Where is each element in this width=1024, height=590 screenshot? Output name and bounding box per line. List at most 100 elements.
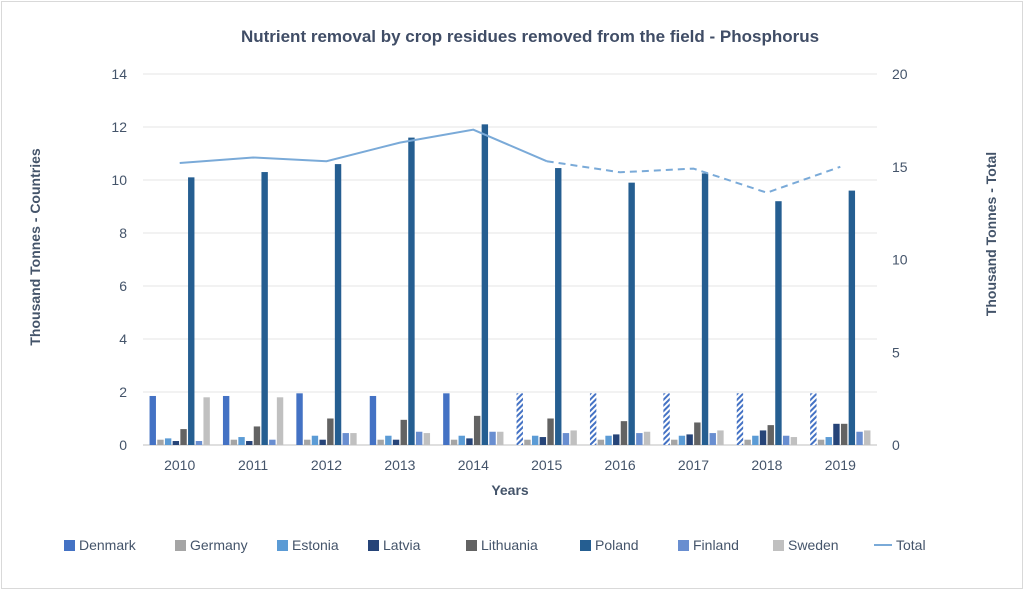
bar-sweden-2018 bbox=[790, 437, 798, 445]
bar-estonia-2015 bbox=[531, 435, 539, 445]
y-tick-label: 6 bbox=[119, 278, 127, 294]
bar-finland-2016 bbox=[636, 433, 643, 445]
x-tick-label: 2019 bbox=[825, 457, 856, 473]
bar-lithuania-2011 bbox=[253, 426, 261, 445]
bar-germany-2016 bbox=[597, 439, 605, 445]
bar-poland-2014 bbox=[481, 124, 489, 445]
bar-germany-2011 bbox=[230, 439, 238, 445]
bar-lithuania-2018 bbox=[767, 425, 774, 445]
bar-finland-2014 bbox=[489, 431, 496, 445]
bar-lithuania-2013 bbox=[400, 419, 407, 445]
bar-denmark-2010 bbox=[149, 395, 156, 445]
bar-denmark-2013 bbox=[369, 395, 377, 445]
bar-estonia-2013 bbox=[385, 435, 392, 445]
bar-sweden-2010 bbox=[203, 397, 210, 445]
bar-finland-2011 bbox=[269, 439, 276, 445]
bar-germany-2012 bbox=[304, 439, 311, 445]
bar-finland-2017 bbox=[709, 433, 716, 445]
bar-estonia-2019 bbox=[825, 437, 832, 445]
y2-tick-label: 20 bbox=[892, 66, 908, 82]
bar-estonia-2012 bbox=[311, 435, 319, 445]
legend-swatch-latvia bbox=[368, 540, 379, 551]
bar-lithuania-2014 bbox=[473, 415, 481, 445]
bar-latvia-2016 bbox=[613, 434, 620, 445]
bar-finland-2012 bbox=[342, 433, 349, 445]
x-axis-ticks: 2010 2011 2012 2013 2014 2015 2016 2017 2018 2019 bbox=[164, 457, 856, 473]
bar-denmark-2014 bbox=[443, 393, 450, 445]
bar-poland-2017 bbox=[701, 173, 709, 445]
bar-finland-2013 bbox=[415, 431, 423, 445]
x-tick-label: 2011 bbox=[238, 457, 268, 473]
legend: Denmark Germany Estonia Latvia Lithuania Pola… bbox=[64, 537, 926, 553]
gridlines bbox=[143, 73, 877, 446]
y-tick-label: 14 bbox=[111, 66, 127, 82]
bar-denmark-2011 bbox=[222, 395, 230, 445]
y-tick-label: 0 bbox=[119, 437, 127, 453]
x-tick-label: 2017 bbox=[678, 457, 709, 473]
bar-sweden-2017 bbox=[717, 430, 724, 445]
bar-estonia-2011 bbox=[238, 437, 245, 445]
bar-germany-2013 bbox=[377, 439, 384, 445]
legend-label-denmark: Denmark bbox=[79, 537, 137, 553]
bar-sweden-2014 bbox=[497, 431, 504, 445]
bar-estonia-2016 bbox=[605, 435, 612, 445]
y2-tick-label: 5 bbox=[892, 344, 900, 360]
bar-sweden-2019 bbox=[864, 430, 871, 445]
x-tick-label: 2012 bbox=[311, 457, 342, 473]
legend-swatch-estonia bbox=[277, 540, 288, 551]
bar-latvia-2010 bbox=[172, 441, 180, 445]
bar-latvia-2013 bbox=[392, 439, 400, 445]
bar-sweden-2016 bbox=[643, 431, 651, 445]
legend-label-lithuania: Lithuania bbox=[481, 537, 538, 553]
bar-estonia-2017 bbox=[678, 435, 686, 445]
legend-label-germany: Germany bbox=[190, 537, 248, 553]
bar-germany-2017 bbox=[671, 439, 678, 445]
bar-lithuania-2015 bbox=[547, 418, 554, 445]
bar-latvia-2017 bbox=[686, 434, 693, 445]
bar-denmark-2017 bbox=[663, 393, 670, 445]
x-tick-label: 2010 bbox=[164, 457, 195, 473]
bar-latvia-2012 bbox=[319, 439, 326, 445]
bar-poland-2018 bbox=[775, 201, 782, 445]
chart-title: Nutrient removal by crop residues remove… bbox=[241, 27, 819, 46]
bar-poland-2012 bbox=[334, 164, 342, 445]
bar-latvia-2015 bbox=[539, 437, 547, 445]
legend-swatch-sweden bbox=[773, 540, 784, 551]
y2-tick-label: 15 bbox=[892, 159, 908, 175]
bar-poland-2010 bbox=[188, 177, 195, 445]
bar-latvia-2018 bbox=[759, 430, 767, 445]
bar-poland-2011 bbox=[261, 172, 268, 446]
bar-finland-2019 bbox=[856, 431, 863, 445]
x-tick-label: 2016 bbox=[605, 457, 636, 473]
bar-denmark-2016 bbox=[589, 393, 597, 445]
bar-estonia-2010 bbox=[164, 438, 172, 445]
y-tick-label: 10 bbox=[111, 172, 127, 188]
bar-lithuania-2012 bbox=[327, 418, 334, 445]
bar-denmark-2019 bbox=[810, 393, 817, 445]
bar-germany-2018 bbox=[744, 439, 751, 445]
bar-estonia-2018 bbox=[752, 435, 759, 445]
bar-germany-2014 bbox=[450, 439, 458, 445]
legend-swatch-poland bbox=[580, 540, 591, 551]
bar-sweden-2015 bbox=[570, 430, 577, 445]
total-line bbox=[179, 128, 841, 194]
legend-swatch-germany bbox=[175, 540, 186, 551]
bar-denmark-2012 bbox=[296, 393, 303, 445]
bar-germany-2019 bbox=[817, 439, 825, 445]
legend-label-total: Total bbox=[896, 537, 926, 553]
x-tick-label: 2018 bbox=[751, 457, 782, 473]
bar-poland-2013 bbox=[408, 137, 415, 445]
y-tick-label: 4 bbox=[119, 331, 127, 347]
x-tick-label: 2014 bbox=[458, 457, 489, 473]
legend-label-sweden: Sweden bbox=[788, 537, 839, 553]
bar-latvia-2019 bbox=[833, 423, 840, 445]
bar-sweden-2012 bbox=[350, 433, 357, 445]
y2-tick-label: 10 bbox=[892, 252, 908, 268]
bar-latvia-2011 bbox=[246, 441, 253, 445]
x-tick-label: 2013 bbox=[384, 457, 415, 473]
legend-label-estonia: Estonia bbox=[292, 537, 339, 553]
x-axis-label: Years bbox=[491, 482, 529, 498]
bar-germany-2010 bbox=[157, 439, 164, 445]
y-tick-label: 12 bbox=[111, 119, 127, 135]
